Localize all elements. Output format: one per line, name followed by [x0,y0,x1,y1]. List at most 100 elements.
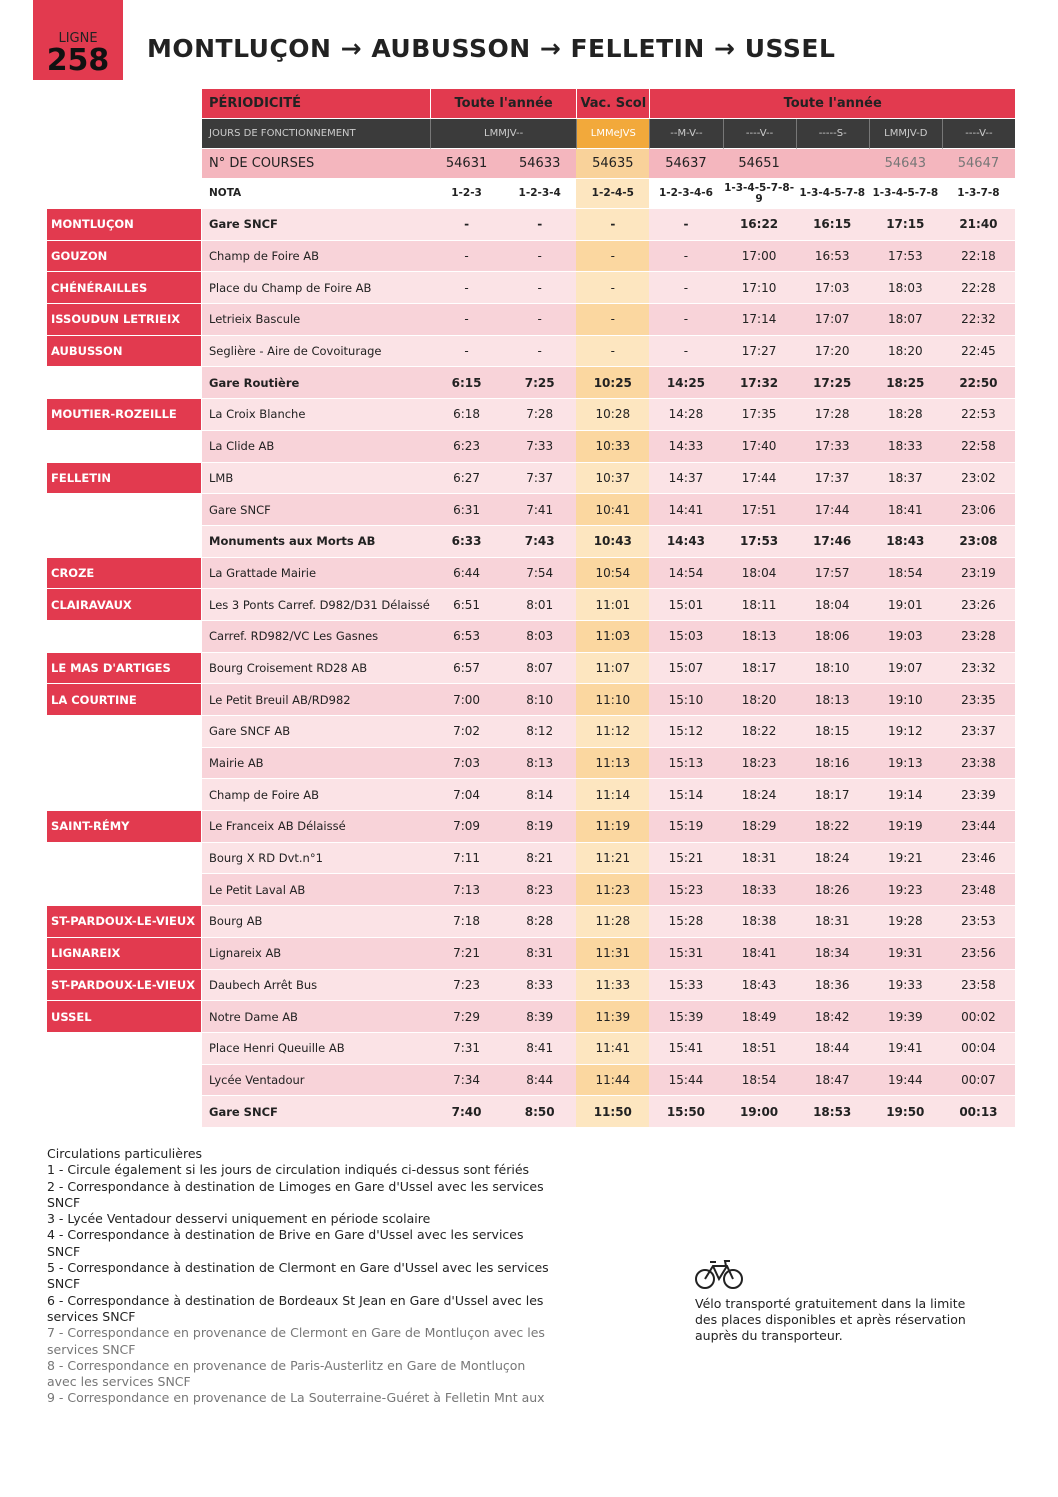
stop: Mairie AB [202,747,430,780]
time: 17:00 [722,240,796,273]
time: 7:18 [430,906,504,938]
time: 18:44 [795,1032,869,1065]
nota-value: 1-2-4-5 [576,179,650,209]
time: 18:33 [722,874,796,907]
nota-value: 1-3-7-8 [941,179,1015,209]
nota-label: NOTA [202,179,430,209]
time: 18:04 [795,589,869,621]
time: 17:44 [795,494,869,526]
time: 6:33 [430,525,504,558]
time: 8:03 [503,620,577,653]
time: 7:00 [430,684,504,716]
time: 14:28 [649,399,723,431]
time: 7:29 [430,1001,504,1033]
table-row: CLAIRAVAUX Les 3 Ponts Carref. D982/D31 D… [47,589,1015,621]
time: - [576,272,650,305]
table-row: FELLETIN LMB 6:27 7:37 10:37 14:37 17:44 17:37 1… [47,462,1015,495]
time: 23:19 [941,557,1015,590]
table-row: ISSOUDUN LETRIEIX Letrieix Bascule - - - -17:… [47,304,1015,336]
commune [47,430,202,463]
time: - [430,240,504,273]
table-row: MOUTIER-ROZEILLE La Croix Blanche 6:18 7:28… [47,399,1015,431]
time: 18:29 [722,811,796,843]
time: 15:33 [649,969,723,1002]
time: 19:23 [868,874,942,907]
time: 18:54 [868,557,942,590]
table-row: CROZE La Grattade Mairie 6:44 7:54 10:54 14:5… [47,557,1015,590]
commune: ST-PARDOUX-LE-VIEUX [47,906,202,938]
time: 10:28 [576,399,650,431]
time: 14:41 [649,494,723,526]
time: 22:28 [941,272,1015,305]
time: 7:25 [503,367,577,400]
time: 23:46 [941,842,1015,875]
note-item: 7 - Correspondance en provenance de Cler… [47,1325,545,1357]
time: 16:15 [795,209,869,241]
stop: Lignareix AB [202,937,430,970]
table-row: PÉRIODICITÉ Toute l'année Vac. Scol Toute l… [47,89,1015,119]
time: - [503,272,577,305]
nota-value: 1-2-3-4-6 [649,179,723,209]
table-row: Gare SNCF 6:31 7:41 10:41 14:41 17:51 17:44 18:… [47,494,1015,526]
time: 18:43 [722,969,796,1002]
periodicity-group: Vac. Scol [576,89,650,119]
time: 8:14 [503,779,577,812]
time: 7:11 [430,842,504,875]
time: 18:41 [868,494,942,526]
time: 19:44 [868,1064,942,1097]
note-item: 5 - Correspondance à destination de Cler… [47,1260,549,1292]
time: 8:12 [503,716,577,748]
time: 19:21 [868,842,942,875]
time: 22:58 [941,430,1015,463]
time: 14:25 [649,367,723,400]
commune: FELLETIN [47,462,202,495]
time: 18:53 [795,1096,869,1128]
time: 00:13 [941,1096,1015,1128]
time: 6:57 [430,652,504,685]
periodicity-group: Toute l'année [649,89,1015,119]
time: 19:03 [868,620,942,653]
table-row: NOTA 1-2-3 1-2-3-4 1-2-4-5 1-2-3-4-6 1-3-4-5-… [47,179,1015,209]
table-row: N° DE COURSES 54631 54633 54635 54637 54651 54… [47,149,1015,179]
blank [47,119,202,149]
time: - [649,335,723,368]
time: 11:13 [576,747,650,780]
time: 17:37 [795,462,869,495]
days-group: LMMeJVS [576,119,650,149]
stop: La Croix Blanche [202,399,430,431]
line-badge: LIGNE 258 [33,0,123,80]
time: 22:18 [941,240,1015,273]
time: 19:41 [868,1032,942,1065]
time: 18:13 [722,620,796,653]
time: 17:53 [722,525,796,558]
notes-title: Circulations particulières [47,1146,203,1161]
commune [47,367,202,400]
time: 17:44 [722,462,796,495]
time: 19:39 [868,1001,942,1033]
nota-value: 1-2-3-4 [503,179,577,209]
time: 23:58 [941,969,1015,1002]
time: - [503,304,577,336]
time: 15:50 [649,1096,723,1128]
time: 15:19 [649,811,723,843]
time: 6:18 [430,399,504,431]
days-group: LMMJV-- [430,119,577,149]
time: 18:37 [868,462,942,495]
stop: Lycée Ventadour [202,1064,430,1097]
time: 10:33 [576,430,650,463]
time: 18:49 [722,1001,796,1033]
commune [47,1096,202,1128]
time: 6:23 [430,430,504,463]
time: 8:50 [503,1096,577,1128]
commune: CROZE [47,557,202,590]
time: 6:44 [430,557,504,590]
table-row: La Clide AB 6:23 7:33 10:33 14:33 17:40 17:33 1… [47,430,1015,463]
time: 17:51 [722,494,796,526]
time: 18:20 [722,684,796,716]
bike-info: Vélo transporté gratuitement dans la lim… [695,1258,980,1344]
time: 19:12 [868,716,942,748]
stop: Le Petit Breuil AB/RD982 [202,684,430,716]
courses-label: N° DE COURSES [202,149,430,179]
time: 18:03 [868,272,942,305]
time: 17:35 [722,399,796,431]
